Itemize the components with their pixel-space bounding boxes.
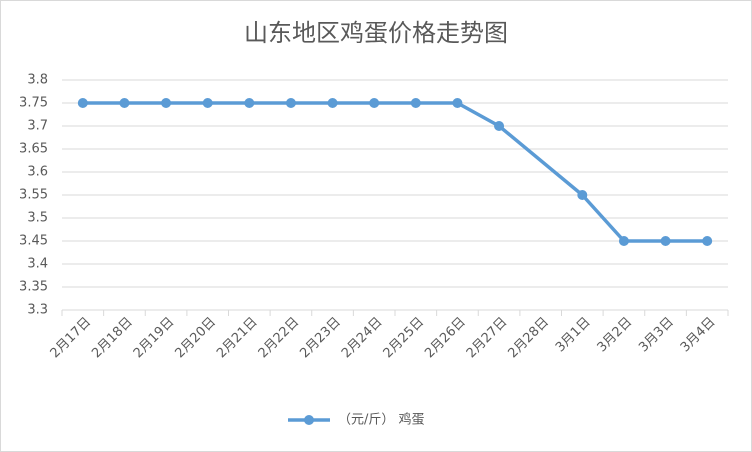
data-point [577, 190, 588, 200]
data-point [77, 98, 88, 108]
y-tick-label: 3.45 [19, 234, 48, 249]
data-point [369, 98, 380, 108]
y-tick-label: 3.7 [27, 119, 48, 134]
y-tick-label: 3.5 [27, 211, 48, 226]
chart-title: 山东地区鸡蛋价格走势图 [244, 19, 508, 47]
data-point [202, 98, 213, 108]
y-tick-label: 3.75 [19, 96, 48, 111]
y-tick-label: 3.6 [27, 165, 48, 180]
data-point [660, 236, 671, 246]
y-tick-label: 3.35 [19, 280, 48, 295]
data-point [161, 98, 172, 108]
y-tick-label: 3.4 [27, 257, 48, 272]
data-point [119, 98, 130, 108]
data-point [618, 236, 629, 246]
data-point [494, 121, 505, 131]
data-point [410, 98, 421, 108]
data-point [702, 236, 713, 246]
data-point [452, 98, 463, 108]
y-tick-label: 3.3 [27, 303, 48, 318]
gap-connector [497, 124, 585, 197]
legend-label: （元/斤） 鸡蛋 [338, 412, 425, 428]
data-point [244, 98, 255, 108]
data-point [327, 98, 338, 108]
y-tick-label: 3.55 [19, 188, 48, 203]
y-tick-label: 3.8 [27, 73, 48, 88]
y-tick-label: 3.65 [19, 142, 48, 157]
legend-marker [304, 415, 314, 425]
data-point [285, 98, 296, 108]
